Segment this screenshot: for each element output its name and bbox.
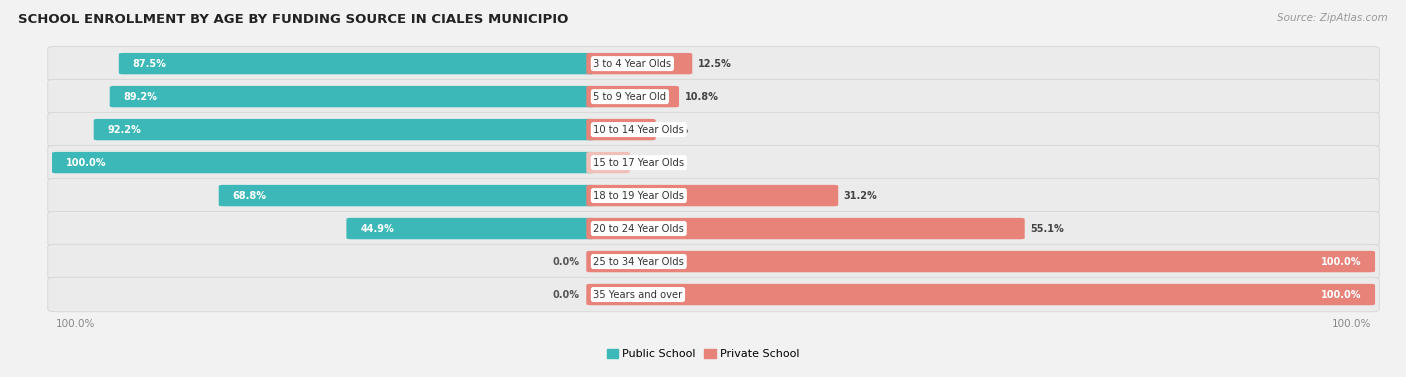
FancyBboxPatch shape bbox=[48, 112, 1379, 147]
Text: 5 to 9 Year Old: 5 to 9 Year Old bbox=[593, 92, 666, 102]
Text: 18 to 19 Year Olds: 18 to 19 Year Olds bbox=[593, 190, 685, 201]
Text: 0.0%: 0.0% bbox=[553, 290, 579, 300]
FancyBboxPatch shape bbox=[586, 152, 630, 173]
FancyBboxPatch shape bbox=[586, 218, 1025, 239]
FancyBboxPatch shape bbox=[219, 185, 595, 206]
FancyBboxPatch shape bbox=[48, 244, 1379, 279]
FancyBboxPatch shape bbox=[48, 178, 1379, 213]
Legend: Public School, Private School: Public School, Private School bbox=[602, 345, 804, 364]
Text: 15 to 17 Year Olds: 15 to 17 Year Olds bbox=[593, 158, 685, 168]
FancyBboxPatch shape bbox=[586, 53, 692, 74]
Text: 92.2%: 92.2% bbox=[108, 124, 142, 135]
FancyBboxPatch shape bbox=[52, 152, 595, 173]
FancyBboxPatch shape bbox=[586, 119, 655, 140]
Text: 31.2%: 31.2% bbox=[844, 190, 877, 201]
Text: SCHOOL ENROLLMENT BY AGE BY FUNDING SOURCE IN CIALES MUNICIPIO: SCHOOL ENROLLMENT BY AGE BY FUNDING SOUR… bbox=[18, 13, 568, 26]
FancyBboxPatch shape bbox=[48, 277, 1379, 312]
Text: 44.9%: 44.9% bbox=[360, 224, 394, 234]
Text: 100.0%: 100.0% bbox=[1320, 256, 1361, 267]
Text: 100.0%: 100.0% bbox=[56, 319, 96, 329]
Text: 89.2%: 89.2% bbox=[124, 92, 157, 102]
FancyBboxPatch shape bbox=[118, 53, 595, 74]
Text: 10.8%: 10.8% bbox=[685, 92, 718, 102]
Text: 7.8%: 7.8% bbox=[661, 124, 689, 135]
FancyBboxPatch shape bbox=[586, 185, 838, 206]
Text: Source: ZipAtlas.com: Source: ZipAtlas.com bbox=[1277, 13, 1388, 23]
Text: 25 to 34 Year Olds: 25 to 34 Year Olds bbox=[593, 256, 685, 267]
FancyBboxPatch shape bbox=[110, 86, 595, 107]
Text: 0.0%: 0.0% bbox=[553, 256, 579, 267]
FancyBboxPatch shape bbox=[586, 86, 679, 107]
Text: 100.0%: 100.0% bbox=[1331, 319, 1371, 329]
Text: 87.5%: 87.5% bbox=[132, 58, 167, 69]
FancyBboxPatch shape bbox=[346, 218, 595, 239]
FancyBboxPatch shape bbox=[586, 251, 1375, 272]
FancyBboxPatch shape bbox=[94, 119, 595, 140]
Text: 10 to 14 Year Olds: 10 to 14 Year Olds bbox=[593, 124, 685, 135]
Text: 55.1%: 55.1% bbox=[1031, 224, 1064, 234]
Text: 3 to 4 Year Olds: 3 to 4 Year Olds bbox=[593, 58, 672, 69]
FancyBboxPatch shape bbox=[586, 284, 1375, 305]
Text: 12.5%: 12.5% bbox=[697, 58, 731, 69]
Text: 100.0%: 100.0% bbox=[1320, 290, 1361, 300]
FancyBboxPatch shape bbox=[48, 145, 1379, 180]
FancyBboxPatch shape bbox=[48, 46, 1379, 81]
Text: 0.0%: 0.0% bbox=[634, 158, 661, 168]
Text: 35 Years and over: 35 Years and over bbox=[593, 290, 682, 300]
FancyBboxPatch shape bbox=[48, 211, 1379, 246]
Text: 100.0%: 100.0% bbox=[66, 158, 107, 168]
FancyBboxPatch shape bbox=[48, 80, 1379, 114]
Text: 68.8%: 68.8% bbox=[233, 190, 267, 201]
Text: 20 to 24 Year Olds: 20 to 24 Year Olds bbox=[593, 224, 685, 234]
